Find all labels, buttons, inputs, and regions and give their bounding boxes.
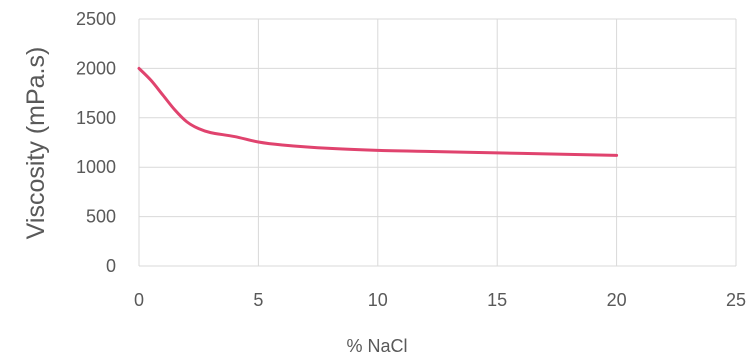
- y-tick-label: 2500: [76, 9, 116, 29]
- x-axis-ticks: 0 5 10 15 20 25: [134, 290, 746, 310]
- series-layer: [137, 66, 619, 157]
- x-tick-label: 20: [607, 290, 627, 310]
- y-axis-title: Viscosity (mPa.s): [22, 47, 50, 240]
- y-tick-label: 0: [106, 256, 116, 276]
- x-tick-label: 25: [726, 290, 746, 310]
- y-axis-ticks: 0 500 1000 1500 2000 2500: [76, 9, 116, 276]
- x-tick-label: 15: [487, 290, 507, 310]
- x-tick-label: 10: [368, 290, 388, 310]
- y-tick-label: 1000: [76, 157, 116, 177]
- y-tick-label: 1500: [76, 108, 116, 128]
- x-axis-title: % NaCl: [346, 336, 407, 356]
- x-tick-label: 5: [253, 290, 263, 310]
- chart-grid: [138, 18, 737, 267]
- series-line-0: [137, 66, 619, 157]
- x-tick-label: 0: [134, 290, 144, 310]
- y-tick-label: 500: [86, 207, 116, 227]
- y-tick-label: 2000: [76, 58, 116, 78]
